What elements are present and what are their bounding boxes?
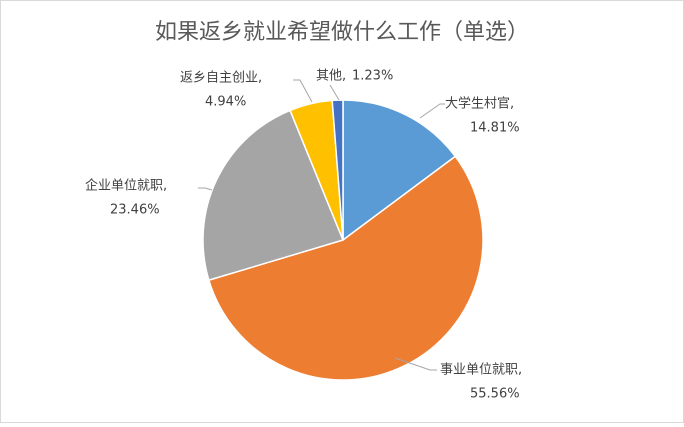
pie-slice bbox=[342, 99, 457, 242]
leader-line bbox=[293, 79, 313, 103]
leader-line bbox=[394, 357, 437, 371]
chart-title: 如果返乡就业希望做什么工作（单选） bbox=[155, 20, 529, 45]
slice-label: 大学生村官, bbox=[445, 96, 514, 112]
leader-line bbox=[419, 103, 445, 119]
value-label: 4.94% bbox=[205, 95, 246, 110]
slice-label: 事业单位就职, bbox=[440, 363, 522, 378]
slice-label: 返乡自主创业, bbox=[180, 71, 262, 86]
leader-line bbox=[198, 187, 213, 191]
leader-line bbox=[329, 84, 340, 101]
pie-slice bbox=[207, 155, 484, 381]
leader-lines bbox=[198, 79, 445, 371]
slice-label: 其他, bbox=[316, 69, 346, 84]
value-label: 14.81% bbox=[470, 121, 520, 136]
pie-slice bbox=[202, 109, 345, 282]
value-label: 55.56% bbox=[470, 387, 520, 402]
value-label: 23.46% bbox=[110, 203, 160, 218]
pie-slice bbox=[331, 99, 344, 241]
slice-label: 企业单位就职, bbox=[85, 178, 167, 194]
value-label: 1.23% bbox=[352, 69, 393, 84]
